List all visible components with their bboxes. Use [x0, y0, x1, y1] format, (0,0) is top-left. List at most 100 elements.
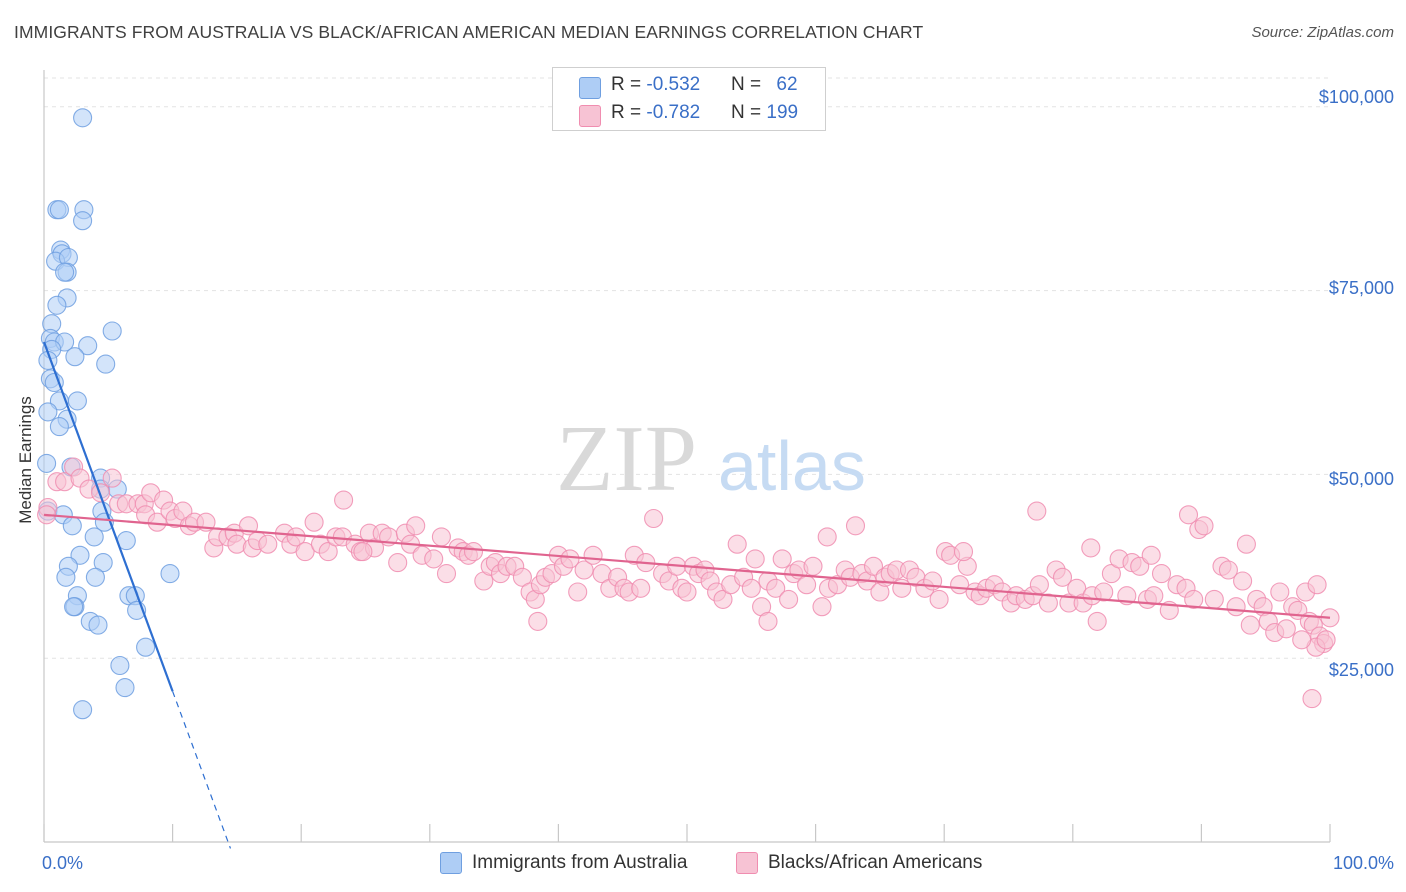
point-series0-45: [56, 567, 76, 587]
point-series1-99: [727, 534, 747, 554]
point-series1-117: [845, 516, 866, 536]
point-series1-120: [863, 556, 884, 576]
point-series0-40: [84, 527, 104, 547]
x-tick-label-min: 0.0%: [42, 853, 84, 873]
legend-n-value: 62: [776, 74, 798, 95]
point-series0-0: [73, 108, 93, 128]
point-series1-172: [1233, 571, 1253, 591]
point-series1-84: [631, 578, 651, 598]
watermark: ZIP atlas: [556, 407, 866, 511]
point-series1-74: [560, 549, 580, 569]
y-tick-label-50000: $50,000: [1328, 469, 1394, 489]
point-series1-196: [1141, 545, 1161, 565]
legend-swatch-blue: [579, 77, 601, 99]
point-series1-168: [1204, 589, 1224, 609]
point-series0-12: [47, 295, 67, 315]
point-series0-2: [49, 200, 69, 220]
point-series0-39: [62, 516, 82, 536]
point-series1-195: [1081, 538, 1101, 558]
point-series1-102: [745, 549, 765, 569]
legend-r-value: -0.532: [646, 74, 701, 95]
legend-n-label: N =: [731, 74, 767, 95]
point-series1-8: [102, 468, 122, 488]
bottom-legend-label: Blacks/African Americans: [768, 852, 983, 873]
y-tick-label-25000: $25,000: [1328, 660, 1394, 680]
point-series1-53: [424, 549, 444, 569]
point-series1-101: [741, 578, 761, 598]
point-series0-56: [136, 637, 156, 657]
series-australia-points: [37, 108, 180, 720]
point-series1-173: [1240, 615, 1260, 635]
point-series0-18: [78, 336, 98, 356]
point-series1-54: [431, 527, 451, 547]
point-series1-36: [304, 512, 324, 532]
point-series1-111: [803, 556, 823, 576]
trend-lines: [42, 341, 1331, 849]
point-series1-193: [817, 527, 837, 547]
point-series1-76: [574, 560, 594, 580]
legend-n-value: 199: [766, 102, 799, 123]
point-series1-160: [1144, 586, 1164, 606]
point-series1-110: [797, 575, 817, 595]
point-series1-112: [812, 597, 832, 617]
bottom-legend-australia: Immigrants from Australia: [440, 852, 687, 874]
point-series1-91: [677, 582, 697, 602]
bottom-legend-swatch-pink: [736, 852, 758, 874]
point-series0-46: [85, 567, 105, 587]
correlation-legend: R = -0.532 N = 62 R = -0.782 N = 199: [552, 67, 826, 131]
trend-line-black: [43, 513, 1331, 619]
point-series1-179: [1276, 619, 1296, 639]
point-series0-24: [44, 372, 64, 393]
point-series0-58: [115, 678, 135, 698]
legend-n-label: N =: [731, 102, 767, 123]
point-series0-27: [38, 402, 58, 422]
point-series1-105: [766, 578, 786, 598]
point-series1-97: [713, 589, 733, 609]
point-series1-189: [1316, 630, 1336, 650]
point-series1-66: [512, 567, 532, 587]
point-series1-147: [1052, 567, 1073, 587]
point-series1-199: [1302, 689, 1322, 709]
point-series0-55: [88, 615, 108, 635]
point-series0-22: [96, 354, 116, 374]
point-series1-51: [406, 516, 426, 536]
point-series1-106: [772, 549, 792, 569]
point-series1-55: [436, 564, 457, 584]
point-series1-167: [1194, 516, 1214, 536]
point-series0-59: [73, 700, 93, 720]
source-label: Source: ZipAtlas.com: [1251, 24, 1394, 41]
point-series1-77: [583, 545, 603, 565]
y-tick-label-75000: $75,000: [1328, 278, 1394, 298]
point-series1-152: [1087, 611, 1107, 631]
point-series1-86: [644, 508, 664, 529]
point-series0-29: [49, 417, 69, 437]
point-series0-4: [73, 211, 93, 231]
point-series0-42: [70, 545, 90, 565]
point-series1-38: [318, 542, 338, 562]
point-series1-190: [1178, 505, 1199, 525]
point-series1-48: [388, 553, 408, 573]
point-series1-107: [779, 589, 799, 609]
trend-line-australia-extension: [172, 691, 232, 849]
y-tick-label-100000: $100,000: [1318, 87, 1394, 107]
point-series0-30: [37, 453, 57, 473]
point-series0-47: [160, 564, 180, 584]
x-tick-label-max: 100.0%: [1332, 853, 1394, 873]
bottom-legend-label: Immigrants from Australia: [472, 852, 688, 873]
point-series0-10: [55, 262, 75, 282]
legend-swatch-pink: [579, 105, 601, 127]
point-series1-170: [1218, 560, 1238, 580]
point-series1-192: [353, 542, 373, 562]
point-series1-145: [1038, 593, 1058, 613]
point-series1-31: [258, 534, 278, 554]
point-series0-14: [102, 321, 122, 341]
point-series0-44: [93, 553, 113, 573]
bottom-legend-swatch-blue: [440, 852, 462, 874]
chart-title: IMMIGRANTS FROM AUSTRALIA VS BLACK/AFRIC…: [14, 22, 924, 42]
point-series1-201: [528, 611, 548, 631]
point-series1-197: [1236, 534, 1256, 554]
point-series0-20: [65, 347, 85, 367]
point-series1-194: [953, 542, 974, 562]
watermark-atlas: atlas: [718, 427, 866, 505]
